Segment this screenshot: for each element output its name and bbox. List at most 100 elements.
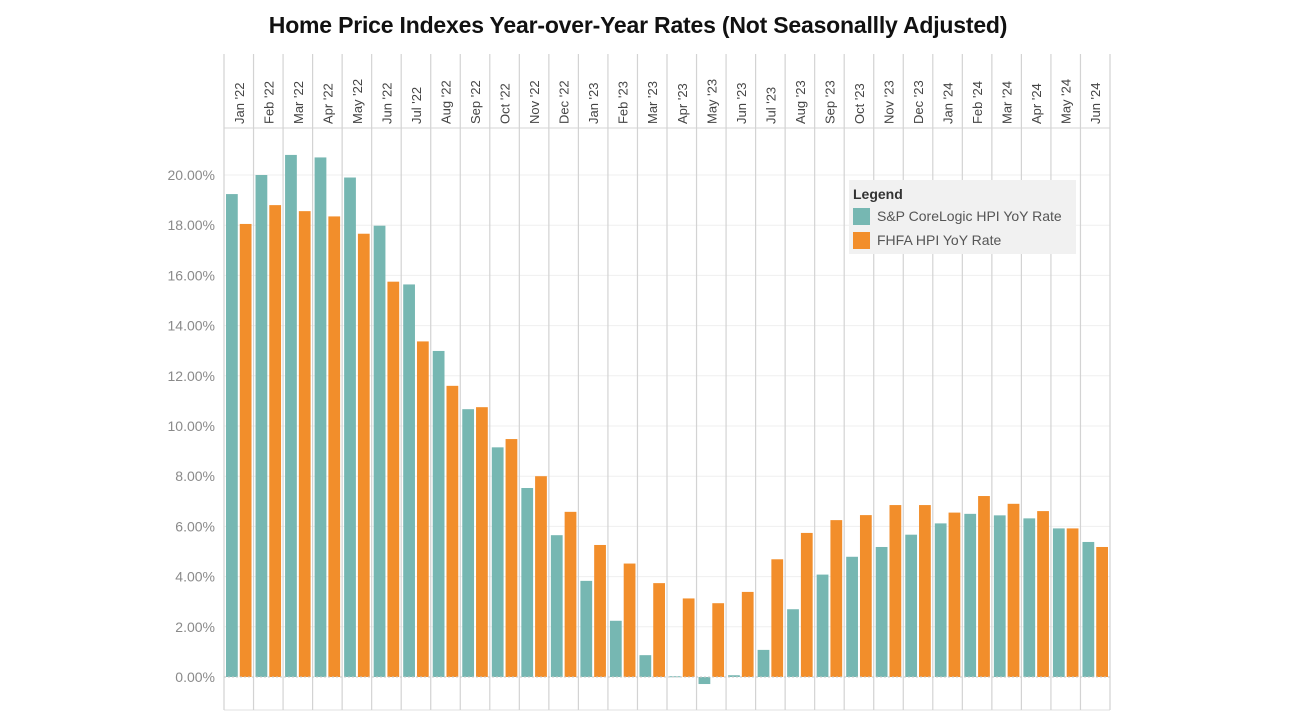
bar-fhfa[interactable] — [712, 603, 725, 677]
y-tick-label: 14.00% — [168, 318, 215, 334]
x-tick-label: Jun '22 — [379, 82, 394, 124]
bar-fhfa[interactable] — [623, 563, 636, 677]
x-tick-label: Jan '24 — [941, 82, 956, 124]
x-tick-label: Feb '22 — [261, 81, 276, 124]
bar-fhfa[interactable] — [889, 505, 902, 677]
bar-sp-corelogic[interactable] — [344, 177, 356, 677]
x-tick-label: Mar '23 — [645, 81, 660, 124]
y-tick-label: 18.00% — [168, 217, 215, 233]
bar-fhfa[interactable] — [328, 216, 341, 678]
x-tick-label: Apr '24 — [1029, 83, 1044, 124]
x-tick-label: Apr '23 — [675, 83, 690, 124]
bar-fhfa[interactable] — [446, 385, 459, 677]
bar-sp-corelogic[interactable] — [757, 649, 770, 677]
legend-item-fhfa[interactable]: FHFA HPI YoY Rate — [853, 230, 1001, 250]
bar-fhfa[interactable] — [1037, 511, 1049, 677]
x-tick-label: Jan '23 — [586, 82, 601, 124]
bar-sp-corelogic[interactable] — [1023, 518, 1036, 677]
bar-sp-corelogic[interactable] — [669, 676, 681, 678]
y-tick-label: 20.00% — [168, 167, 215, 183]
x-tick-label: Jun '24 — [1088, 82, 1103, 124]
bar-sp-corelogic[interactable] — [964, 513, 977, 677]
legend-label: FHFA HPI YoY Rate — [877, 232, 1002, 248]
y-axis: 0.00% 2.00% 4.00% 6.00% 8.00% 10.00% 12.00% 14.… — [168, 167, 215, 685]
bar-fhfa[interactable] — [1066, 528, 1079, 677]
x-tick-label: May '23 — [704, 79, 719, 124]
bar-fhfa[interactable] — [298, 211, 311, 678]
bar-fhfa[interactable] — [978, 496, 990, 677]
bar-sp-corelogic[interactable] — [432, 350, 445, 677]
bar-fhfa[interactable] — [564, 511, 577, 677]
bar-fhfa[interactable] — [239, 223, 252, 677]
bar-fhfa[interactable] — [357, 233, 370, 677]
bar-fhfa[interactable] — [269, 205, 282, 677]
bar-sp-corelogic[interactable] — [403, 284, 415, 677]
y-tick-label: 2.00% — [175, 619, 215, 635]
bar-sp-corelogic[interactable] — [255, 175, 268, 677]
y-tick-label: 6.00% — [175, 518, 215, 534]
bar-sp-corelogic[interactable] — [226, 194, 238, 678]
column-separators — [223, 54, 1111, 711]
bar-sp-corelogic[interactable] — [816, 574, 829, 677]
bar-fhfa[interactable] — [653, 583, 665, 677]
bar-sp-corelogic[interactable] — [698, 677, 711, 685]
bar-sp-corelogic[interactable] — [934, 523, 947, 677]
legend-label: S&P CoreLogic HPI YoY Rate — [877, 208, 1062, 224]
x-tick-label: Oct '23 — [852, 83, 867, 124]
x-tick-label: Oct '22 — [498, 83, 513, 124]
bar-fhfa[interactable] — [859, 515, 872, 677]
bar-sp-corelogic[interactable] — [462, 409, 475, 677]
bar-sp-corelogic[interactable] — [1052, 528, 1065, 677]
bar-fhfa[interactable] — [1096, 546, 1108, 677]
bar-sp-corelogic[interactable] — [875, 546, 888, 677]
legend-item-sp-corelogic[interactable]: S&P CoreLogic HPI YoY Rate — [853, 206, 1062, 226]
bar-fhfa[interactable] — [594, 544, 606, 677]
bar-fhfa[interactable] — [476, 407, 488, 677]
x-tick-label: Mar '24 — [1000, 81, 1015, 124]
y-tick-label: 4.00% — [175, 569, 215, 585]
bar-sp-corelogic[interactable] — [373, 225, 386, 677]
chart-title: Home Price Indexes Year-over-Year Rates … — [268, 12, 1008, 38]
bar-sp-corelogic[interactable] — [314, 157, 327, 677]
bar-fhfa[interactable] — [948, 512, 961, 677]
bar-fhfa[interactable] — [535, 476, 547, 677]
bar-fhfa[interactable] — [830, 520, 843, 677]
bar-sp-corelogic[interactable] — [521, 487, 534, 677]
x-axis-header: Jan '22 Feb '22 Mar '22 Apr '22 May '22 Jun '… — [232, 79, 1103, 124]
x-tick-label: Jul '22 — [409, 87, 424, 124]
bar-sp-corelogic[interactable] — [728, 675, 740, 677]
bar-fhfa[interactable] — [919, 505, 931, 677]
bar-sp-corelogic[interactable] — [787, 609, 799, 677]
legend-title: Legend — [853, 186, 903, 202]
bar-sp-corelogic[interactable] — [846, 556, 858, 677]
x-tick-label: Mar '22 — [291, 81, 306, 124]
bar-fhfa[interactable] — [1007, 503, 1020, 677]
bar-sp-corelogic[interactable] — [550, 535, 563, 677]
x-tick-label: Apr '22 — [320, 83, 335, 124]
bar-fhfa[interactable] — [800, 532, 813, 677]
bar-sp-corelogic[interactable] — [905, 534, 918, 677]
bar-fhfa[interactable] — [741, 591, 754, 677]
x-tick-label: Aug '23 — [793, 80, 808, 124]
y-tick-label: 8.00% — [175, 468, 215, 484]
bar-sp-corelogic[interactable] — [609, 620, 622, 677]
x-tick-label: Nov '23 — [882, 80, 897, 124]
x-tick-label: Nov '22 — [527, 80, 542, 124]
bar-sp-corelogic[interactable] — [491, 447, 504, 677]
bar-sp-corelogic[interactable] — [285, 154, 297, 678]
x-tick-label: May '24 — [1059, 79, 1074, 124]
x-tick-label: Sep '22 — [468, 80, 483, 124]
x-tick-label: May '22 — [350, 79, 365, 124]
bar-sp-corelogic[interactable] — [993, 515, 1006, 677]
bar-sp-corelogic[interactable] — [639, 655, 652, 677]
bar-fhfa[interactable] — [416, 341, 429, 677]
y-tick-label: 16.00% — [168, 267, 215, 283]
bar-fhfa[interactable] — [505, 439, 518, 677]
bar-fhfa[interactable] — [771, 559, 784, 677]
bar-fhfa[interactable] — [387, 281, 400, 677]
bar-fhfa[interactable] — [682, 598, 695, 677]
x-tick-label: Dec '22 — [557, 80, 572, 124]
bar-sp-corelogic[interactable] — [580, 580, 593, 677]
bar-sp-corelogic[interactable] — [1082, 541, 1095, 677]
